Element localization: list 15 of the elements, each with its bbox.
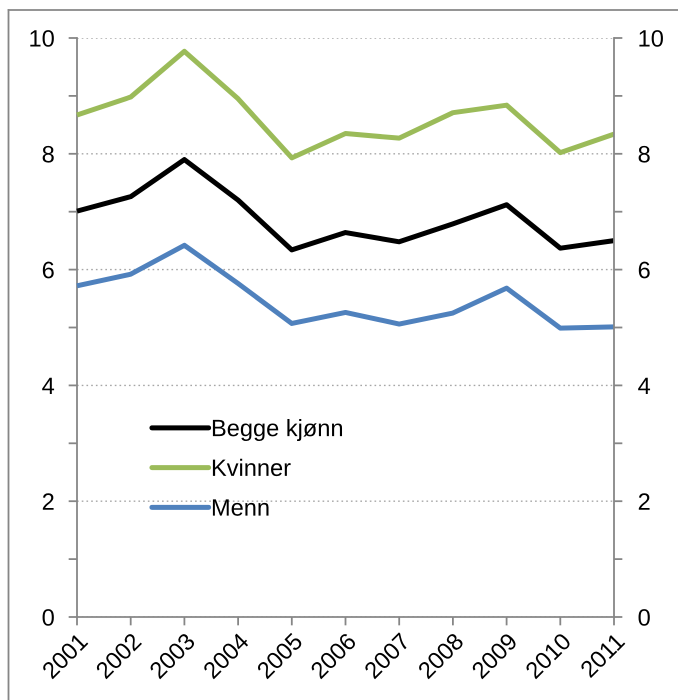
y2-tick-label: 10 (639, 30, 663, 47)
legend-label: Menn (212, 499, 269, 516)
y-tick-label: 2 (42, 493, 54, 510)
y-tick-label: 10 (30, 30, 54, 47)
y2-tick-label: 4 (638, 378, 650, 394)
y-tick-label: 4 (42, 378, 54, 394)
y2-tick-label: 2 (638, 493, 650, 510)
legend-label: Kvinner (212, 458, 291, 476)
legend-label: Begge kjønn (212, 419, 342, 442)
y-tick-label: 0 (42, 609, 54, 626)
y2-tick-label: 8 (638, 146, 650, 163)
y2-tick-label: 0 (638, 609, 650, 626)
y-tick-label: 8 (42, 146, 54, 163)
y2-tick-label: 6 (638, 262, 650, 278)
y-tick-label: 6 (42, 262, 54, 278)
